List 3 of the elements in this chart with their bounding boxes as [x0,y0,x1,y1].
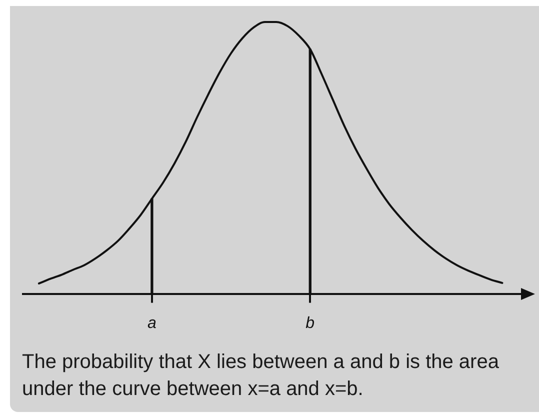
x-tick-label: a [147,314,156,332]
text: The probability that X lies between a and b is the area under the curve between x=a and x=b. [22,350,500,402]
x-tick-label: b [306,314,315,332]
